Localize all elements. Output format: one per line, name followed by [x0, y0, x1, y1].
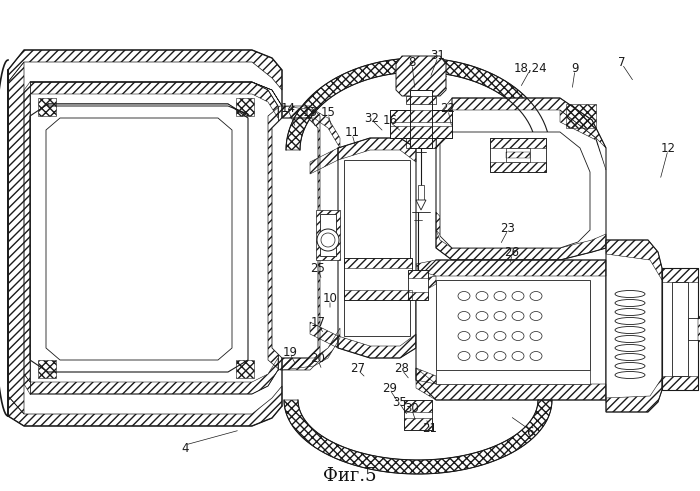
Text: 21: 21 — [423, 421, 438, 435]
Polygon shape — [316, 210, 340, 260]
Polygon shape — [436, 280, 590, 370]
Polygon shape — [436, 98, 606, 260]
Polygon shape — [506, 148, 530, 162]
Text: 9: 9 — [571, 61, 579, 75]
Text: 13: 13 — [302, 106, 317, 118]
Text: 10: 10 — [323, 292, 337, 304]
Polygon shape — [410, 90, 432, 148]
Polygon shape — [390, 110, 452, 138]
Text: 32: 32 — [365, 111, 379, 125]
Text: 16: 16 — [382, 113, 398, 127]
Text: 19: 19 — [283, 346, 298, 358]
Polygon shape — [436, 370, 590, 384]
Polygon shape — [344, 160, 410, 336]
Text: 8: 8 — [408, 55, 416, 69]
Polygon shape — [344, 258, 412, 300]
Text: 11: 11 — [344, 126, 360, 138]
Polygon shape — [490, 138, 546, 172]
Text: 29: 29 — [382, 382, 398, 394]
Polygon shape — [46, 118, 232, 360]
Polygon shape — [404, 400, 432, 430]
Text: 22: 22 — [440, 102, 456, 114]
Text: 6: 6 — [526, 426, 533, 438]
Text: 12: 12 — [661, 141, 676, 155]
Text: 14: 14 — [281, 102, 295, 114]
Polygon shape — [440, 132, 590, 248]
Text: 25: 25 — [311, 262, 326, 274]
Polygon shape — [416, 260, 606, 400]
Text: 27: 27 — [351, 361, 365, 375]
Text: 30: 30 — [405, 402, 419, 414]
Polygon shape — [396, 56, 446, 96]
Text: 7: 7 — [618, 55, 626, 69]
Polygon shape — [418, 185, 424, 200]
Text: 17: 17 — [311, 316, 326, 328]
Text: 23: 23 — [500, 221, 515, 235]
Polygon shape — [606, 240, 662, 412]
Text: 28: 28 — [395, 361, 409, 375]
Text: 35: 35 — [393, 395, 407, 409]
Text: 20: 20 — [311, 352, 326, 364]
Polygon shape — [662, 268, 698, 390]
Polygon shape — [672, 282, 688, 376]
Polygon shape — [416, 200, 426, 210]
Text: 4: 4 — [181, 441, 189, 455]
Polygon shape — [48, 104, 248, 116]
Text: 18,24: 18,24 — [513, 61, 547, 75]
Polygon shape — [688, 318, 700, 340]
Text: 15: 15 — [321, 106, 335, 118]
Ellipse shape — [317, 229, 339, 251]
Polygon shape — [48, 120, 230, 358]
Polygon shape — [30, 82, 282, 106]
Text: 26: 26 — [505, 246, 519, 258]
Polygon shape — [408, 270, 428, 300]
Polygon shape — [272, 118, 318, 358]
Text: 31: 31 — [430, 49, 445, 61]
Polygon shape — [320, 214, 336, 256]
Text: Фиг.5: Фиг.5 — [323, 467, 377, 485]
